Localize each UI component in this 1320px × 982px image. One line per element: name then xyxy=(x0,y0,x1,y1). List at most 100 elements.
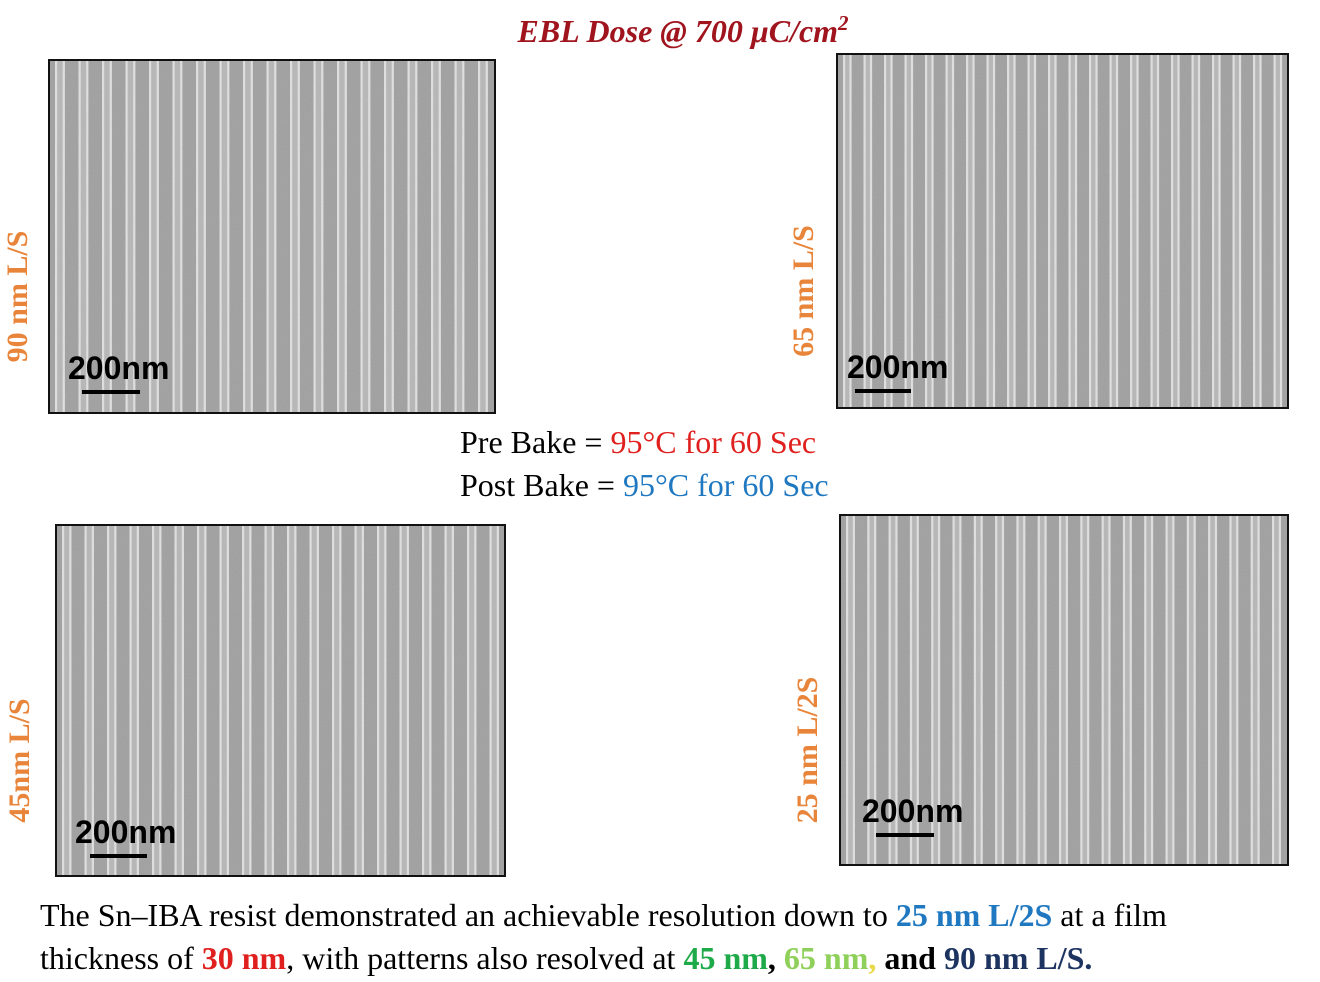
sem-border xyxy=(836,53,1289,409)
sem-line xyxy=(1080,515,1090,865)
sem-line-edge xyxy=(496,525,499,876)
sem-line xyxy=(846,515,855,865)
sem-line-edge xyxy=(890,54,893,408)
sem-line-edge xyxy=(91,525,94,876)
sem-line xyxy=(107,525,117,876)
sem-line-edge xyxy=(1115,54,1119,408)
sem-line-edge xyxy=(197,525,200,876)
sem-line-edge xyxy=(354,525,357,876)
sem-line-edge xyxy=(55,60,58,413)
sem-line-edge xyxy=(895,515,898,865)
scale-bar-label: 200nm xyxy=(68,350,169,386)
sem-line xyxy=(174,525,184,876)
sem-line-edge xyxy=(1122,515,1126,865)
sem-line-edge xyxy=(966,54,969,408)
sem-line-edge xyxy=(1109,54,1112,408)
sem-line-edge xyxy=(266,60,269,413)
bake-condition: Post Bake = 95°C for 60 Sec xyxy=(460,467,829,503)
sem-line-edge xyxy=(361,525,364,876)
sem-line xyxy=(264,525,274,876)
sem-border xyxy=(839,514,1289,866)
sem-texture xyxy=(56,525,505,876)
sem-line xyxy=(1191,54,1201,408)
sem-line-edge xyxy=(1095,54,1098,408)
sem-line xyxy=(489,525,499,876)
sem-line xyxy=(909,515,919,865)
sem-line-edge xyxy=(462,60,465,413)
sem-line-edge xyxy=(316,525,319,876)
sem-image: 200nm xyxy=(48,59,496,414)
sem-line-edge xyxy=(107,525,110,876)
sem-line xyxy=(431,60,441,413)
sem-line-edge xyxy=(1208,515,1211,865)
sem-line xyxy=(1101,515,1111,865)
sem-line-edge xyxy=(196,60,199,413)
sem-line-edge xyxy=(1016,515,1019,865)
sem-line-edge xyxy=(422,525,425,876)
sem-line-edge xyxy=(438,60,441,413)
sem-line xyxy=(888,515,898,865)
sem-line xyxy=(1089,54,1098,408)
sem-line-edge xyxy=(1156,54,1160,408)
sem-line xyxy=(444,525,454,876)
sem-line-edge xyxy=(384,60,387,413)
sem-line-edge xyxy=(489,525,492,876)
sem-line-edge xyxy=(84,525,87,876)
sem-line-edge xyxy=(454,60,457,413)
sem-line-edge xyxy=(1257,515,1260,865)
sem-line-edge xyxy=(1212,54,1215,408)
sem-line-edge xyxy=(429,525,432,876)
sem-line-edge xyxy=(1250,515,1253,865)
sem-line-edge xyxy=(1001,515,1005,865)
sem-line-edge xyxy=(1253,54,1256,408)
caption-segment: at a film xyxy=(1052,897,1167,933)
sem-image: 200nm xyxy=(55,524,506,877)
sem-line-edge xyxy=(1171,54,1174,408)
sem-line xyxy=(1007,54,1016,408)
sem-line xyxy=(1048,54,1057,408)
sem-line xyxy=(867,515,877,865)
bake-value: 95°C for 60 Sec xyxy=(610,424,816,460)
sem-line-edge xyxy=(1048,54,1051,408)
sem-line-edge xyxy=(114,525,117,876)
sem-line-edge xyxy=(377,525,380,876)
sem-line-edge xyxy=(1136,54,1139,408)
sem-line xyxy=(467,525,477,876)
sem-line xyxy=(287,525,297,876)
scale-bar-label: 200nm xyxy=(847,349,948,385)
sem-line xyxy=(1208,515,1218,865)
panel-label: 90 nm L/S xyxy=(1,231,34,363)
sem-line xyxy=(313,60,324,413)
sem-line-edge xyxy=(916,515,919,865)
sem-line-edge xyxy=(1089,54,1092,408)
sem-line-edge xyxy=(109,60,112,413)
sem-line-edge xyxy=(415,60,418,413)
sem-line-edge xyxy=(1013,54,1016,408)
sem-line-edge xyxy=(474,525,477,876)
sem-line xyxy=(1059,515,1068,865)
sem-line xyxy=(973,515,983,865)
sem-line-edge xyxy=(1150,515,1154,865)
sem-line-edge xyxy=(972,54,975,408)
sem-line-edge xyxy=(1007,54,1010,408)
sem-line-edge xyxy=(313,60,316,413)
figure-title: EBL Dose @ 700 μC/cm2 xyxy=(516,11,849,49)
sem-line-edge xyxy=(1236,515,1239,865)
sem-line-edge xyxy=(219,60,222,413)
sem-line-edge xyxy=(849,54,852,408)
sem-line xyxy=(219,60,230,413)
sem-line-edge xyxy=(1101,515,1104,865)
sem-line xyxy=(863,54,873,408)
sem-line xyxy=(197,525,207,876)
sem-line-edge xyxy=(904,54,907,408)
sem-line xyxy=(55,60,65,413)
sem-line-edge xyxy=(204,525,207,876)
sem-line-edge xyxy=(951,54,955,408)
sem-image: 200nm xyxy=(836,53,1289,409)
sem-line-edge xyxy=(1272,515,1275,865)
bake-condition: Pre Bake = 95°C for 60 Sec xyxy=(460,424,816,460)
sem-line xyxy=(1109,54,1119,408)
sem-line-edge xyxy=(1193,515,1196,865)
sem-line xyxy=(478,60,488,413)
